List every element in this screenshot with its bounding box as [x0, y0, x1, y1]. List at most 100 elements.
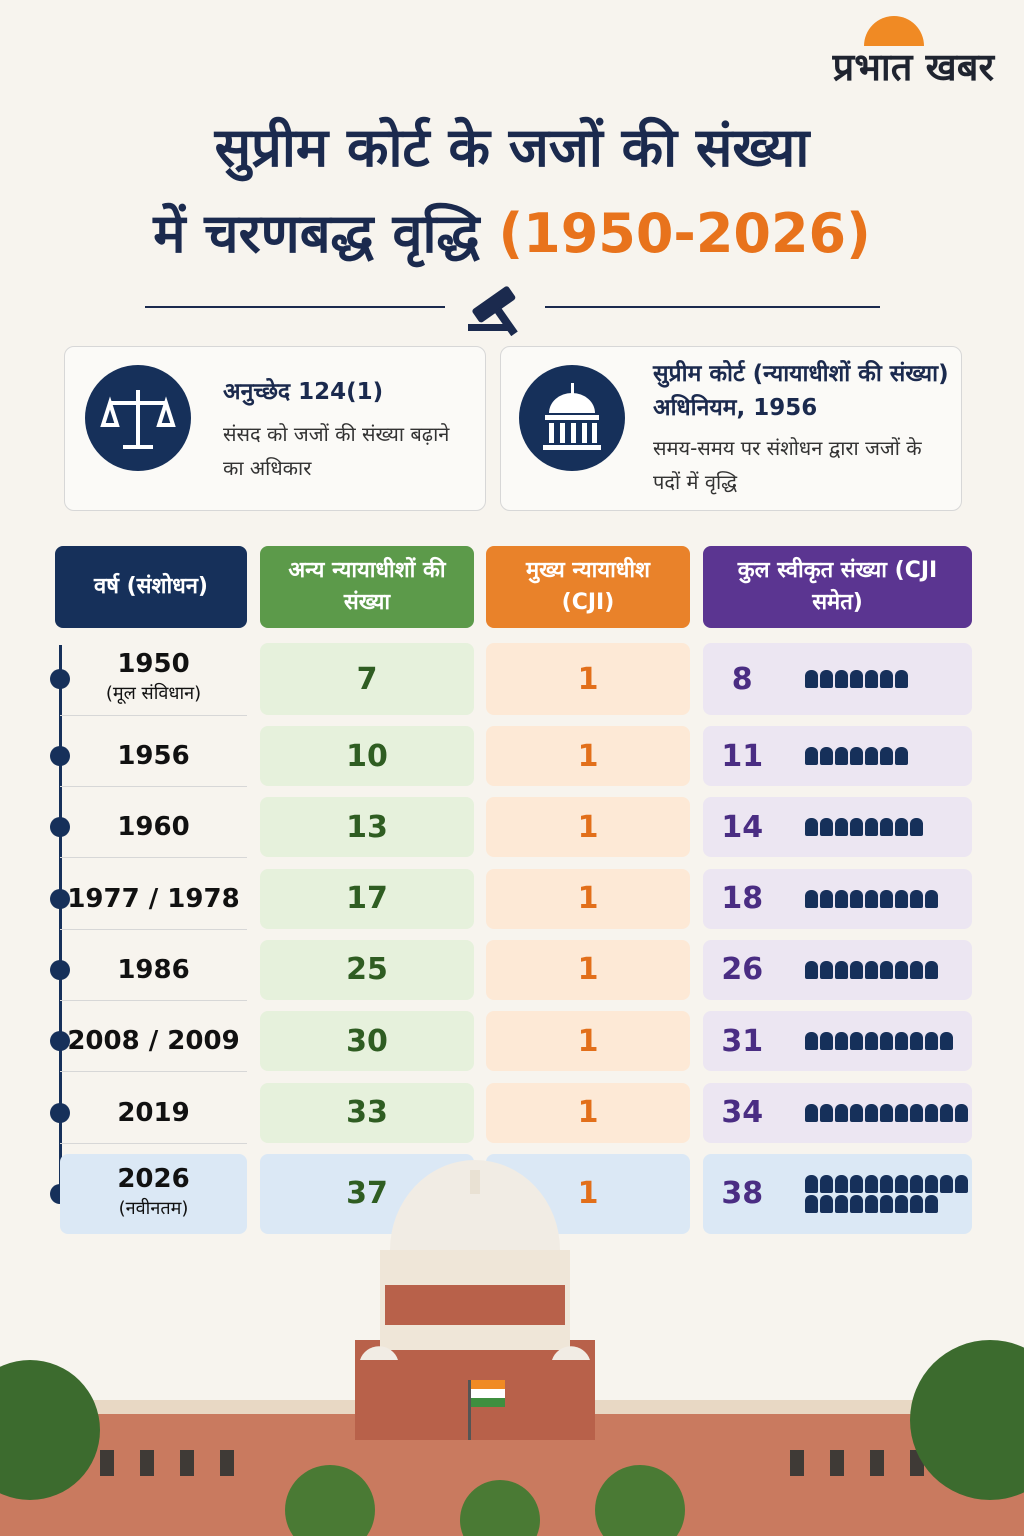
person-icon	[880, 960, 894, 979]
title-line1: सुप्रीम कोर्ट के जजों की संख्या	[214, 116, 810, 179]
other-judges: 13	[260, 797, 474, 858]
person-icon	[925, 960, 939, 979]
person-icon	[850, 1194, 864, 1213]
person-icon	[895, 1174, 909, 1193]
person-icon	[835, 1194, 849, 1213]
person-icon	[910, 1103, 924, 1122]
person-icon	[820, 1103, 834, 1122]
person-icon	[955, 1174, 969, 1193]
person-icon	[820, 670, 834, 688]
timeline-dot	[50, 746, 70, 766]
total-cell: 18	[703, 868, 972, 929]
title-highlight: (1950-2026)	[498, 202, 871, 265]
total: 14	[721, 809, 764, 845]
cji: 1	[486, 939, 690, 1000]
court-icon	[519, 365, 625, 471]
total: 8	[731, 661, 753, 697]
person-icon	[880, 1174, 894, 1193]
person-icon	[865, 670, 879, 688]
info-card: सुप्रीम कोर्ट (न्यायाधीशों की संख्या) अध…	[500, 346, 962, 511]
timeline-dot	[50, 817, 70, 838]
person-icon	[895, 818, 909, 837]
person-icon	[805, 818, 819, 837]
person-icon	[820, 960, 834, 979]
year-cell: 1950 (मूल संविधान)	[60, 643, 247, 716]
year: 1950	[117, 649, 190, 679]
timeline	[59, 645, 62, 1195]
timeline-dot	[50, 669, 70, 689]
person-icon	[880, 670, 894, 688]
person-icon	[940, 1032, 954, 1051]
total-cell: 38	[703, 1153, 972, 1234]
person-icon	[940, 1174, 954, 1193]
total-cell: 14	[703, 797, 972, 858]
total-cell: 26	[703, 939, 972, 1000]
person-icon	[835, 960, 849, 979]
person-icon	[895, 747, 909, 765]
card-title: अनुच्छेद 124(1)	[223, 379, 384, 405]
year-note: (नवीनतम)	[118, 1197, 189, 1219]
person-icon	[910, 1194, 924, 1213]
person-icon	[880, 1032, 894, 1051]
person-icon	[805, 889, 819, 908]
person-icon	[880, 1194, 894, 1213]
timeline-dot	[50, 888, 70, 909]
person-icon	[865, 960, 879, 979]
year: 1960	[117, 812, 190, 843]
year-cell: 1977 / 1978	[60, 869, 247, 930]
person-icon	[910, 1174, 924, 1193]
person-icon	[925, 889, 939, 908]
person-icon	[910, 889, 924, 908]
people-icons	[805, 960, 972, 979]
scales-icon	[85, 365, 191, 471]
person-icon	[820, 1194, 834, 1213]
person-icon	[940, 1103, 954, 1122]
year: 2019	[117, 1097, 190, 1128]
total-cell: 31	[703, 1011, 972, 1072]
person-icon	[820, 818, 834, 837]
person-icon	[925, 1103, 939, 1122]
timeline-dot	[50, 1031, 70, 1052]
person-icon	[865, 818, 879, 837]
year-cell: 2008 / 2009	[60, 1011, 247, 1073]
person-icon	[805, 670, 819, 688]
other-judges: 17	[260, 868, 474, 929]
card-text: संसद को जजों की संख्या बढ़ाने का अधिकार	[223, 422, 450, 480]
person-icon	[910, 1032, 924, 1051]
year: 2026	[117, 1163, 190, 1194]
column-header: अन्य न्यायाधीशों की संख्या	[260, 546, 474, 628]
cji: 1	[486, 1011, 690, 1072]
info-card: अनुच्छेद 124(1) संसद को जजों की संख्या ब…	[64, 346, 486, 511]
person-icon	[880, 818, 894, 837]
person-icon	[820, 1174, 834, 1193]
person-icon	[835, 1174, 849, 1193]
person-icon	[895, 889, 909, 908]
person-icon	[820, 889, 834, 908]
other-judges: 7	[260, 643, 474, 715]
people-icons	[805, 1174, 972, 1213]
cji: 1	[486, 1082, 690, 1143]
total: 31	[721, 1023, 764, 1059]
card-title: सुप्रीम कोर्ट (न्यायाधीशों की संख्या) अध…	[653, 361, 949, 421]
column-header: मुख्य न्यायाधीश (CJI)	[486, 546, 690, 628]
other-judges: 25	[260, 939, 474, 1000]
title-line2: में चरणबद्ध वृद्धि (1950-2026)	[0, 194, 1024, 268]
person-icon	[805, 1174, 819, 1193]
total: 18	[721, 881, 764, 917]
cji: 1	[486, 797, 690, 858]
year-cell: 1986	[60, 940, 247, 1001]
cji: 1	[486, 643, 690, 715]
total: 11	[721, 738, 764, 774]
total-cell: 11	[703, 726, 972, 786]
person-icon	[850, 889, 864, 908]
total: 26	[721, 952, 764, 988]
year: 1986	[117, 954, 190, 985]
person-icon	[895, 670, 909, 688]
year-cell: 2019	[60, 1083, 247, 1144]
year-note: (मूल संविधान)	[105, 683, 202, 704]
person-icon	[850, 747, 864, 765]
person-icon	[805, 1194, 819, 1213]
year-cell: 2026 (नवीनतम)	[60, 1153, 247, 1234]
column-header: कुल स्वीकृत संख्या (CJI समेत)	[703, 546, 972, 628]
other-judges: 30	[260, 1011, 474, 1072]
